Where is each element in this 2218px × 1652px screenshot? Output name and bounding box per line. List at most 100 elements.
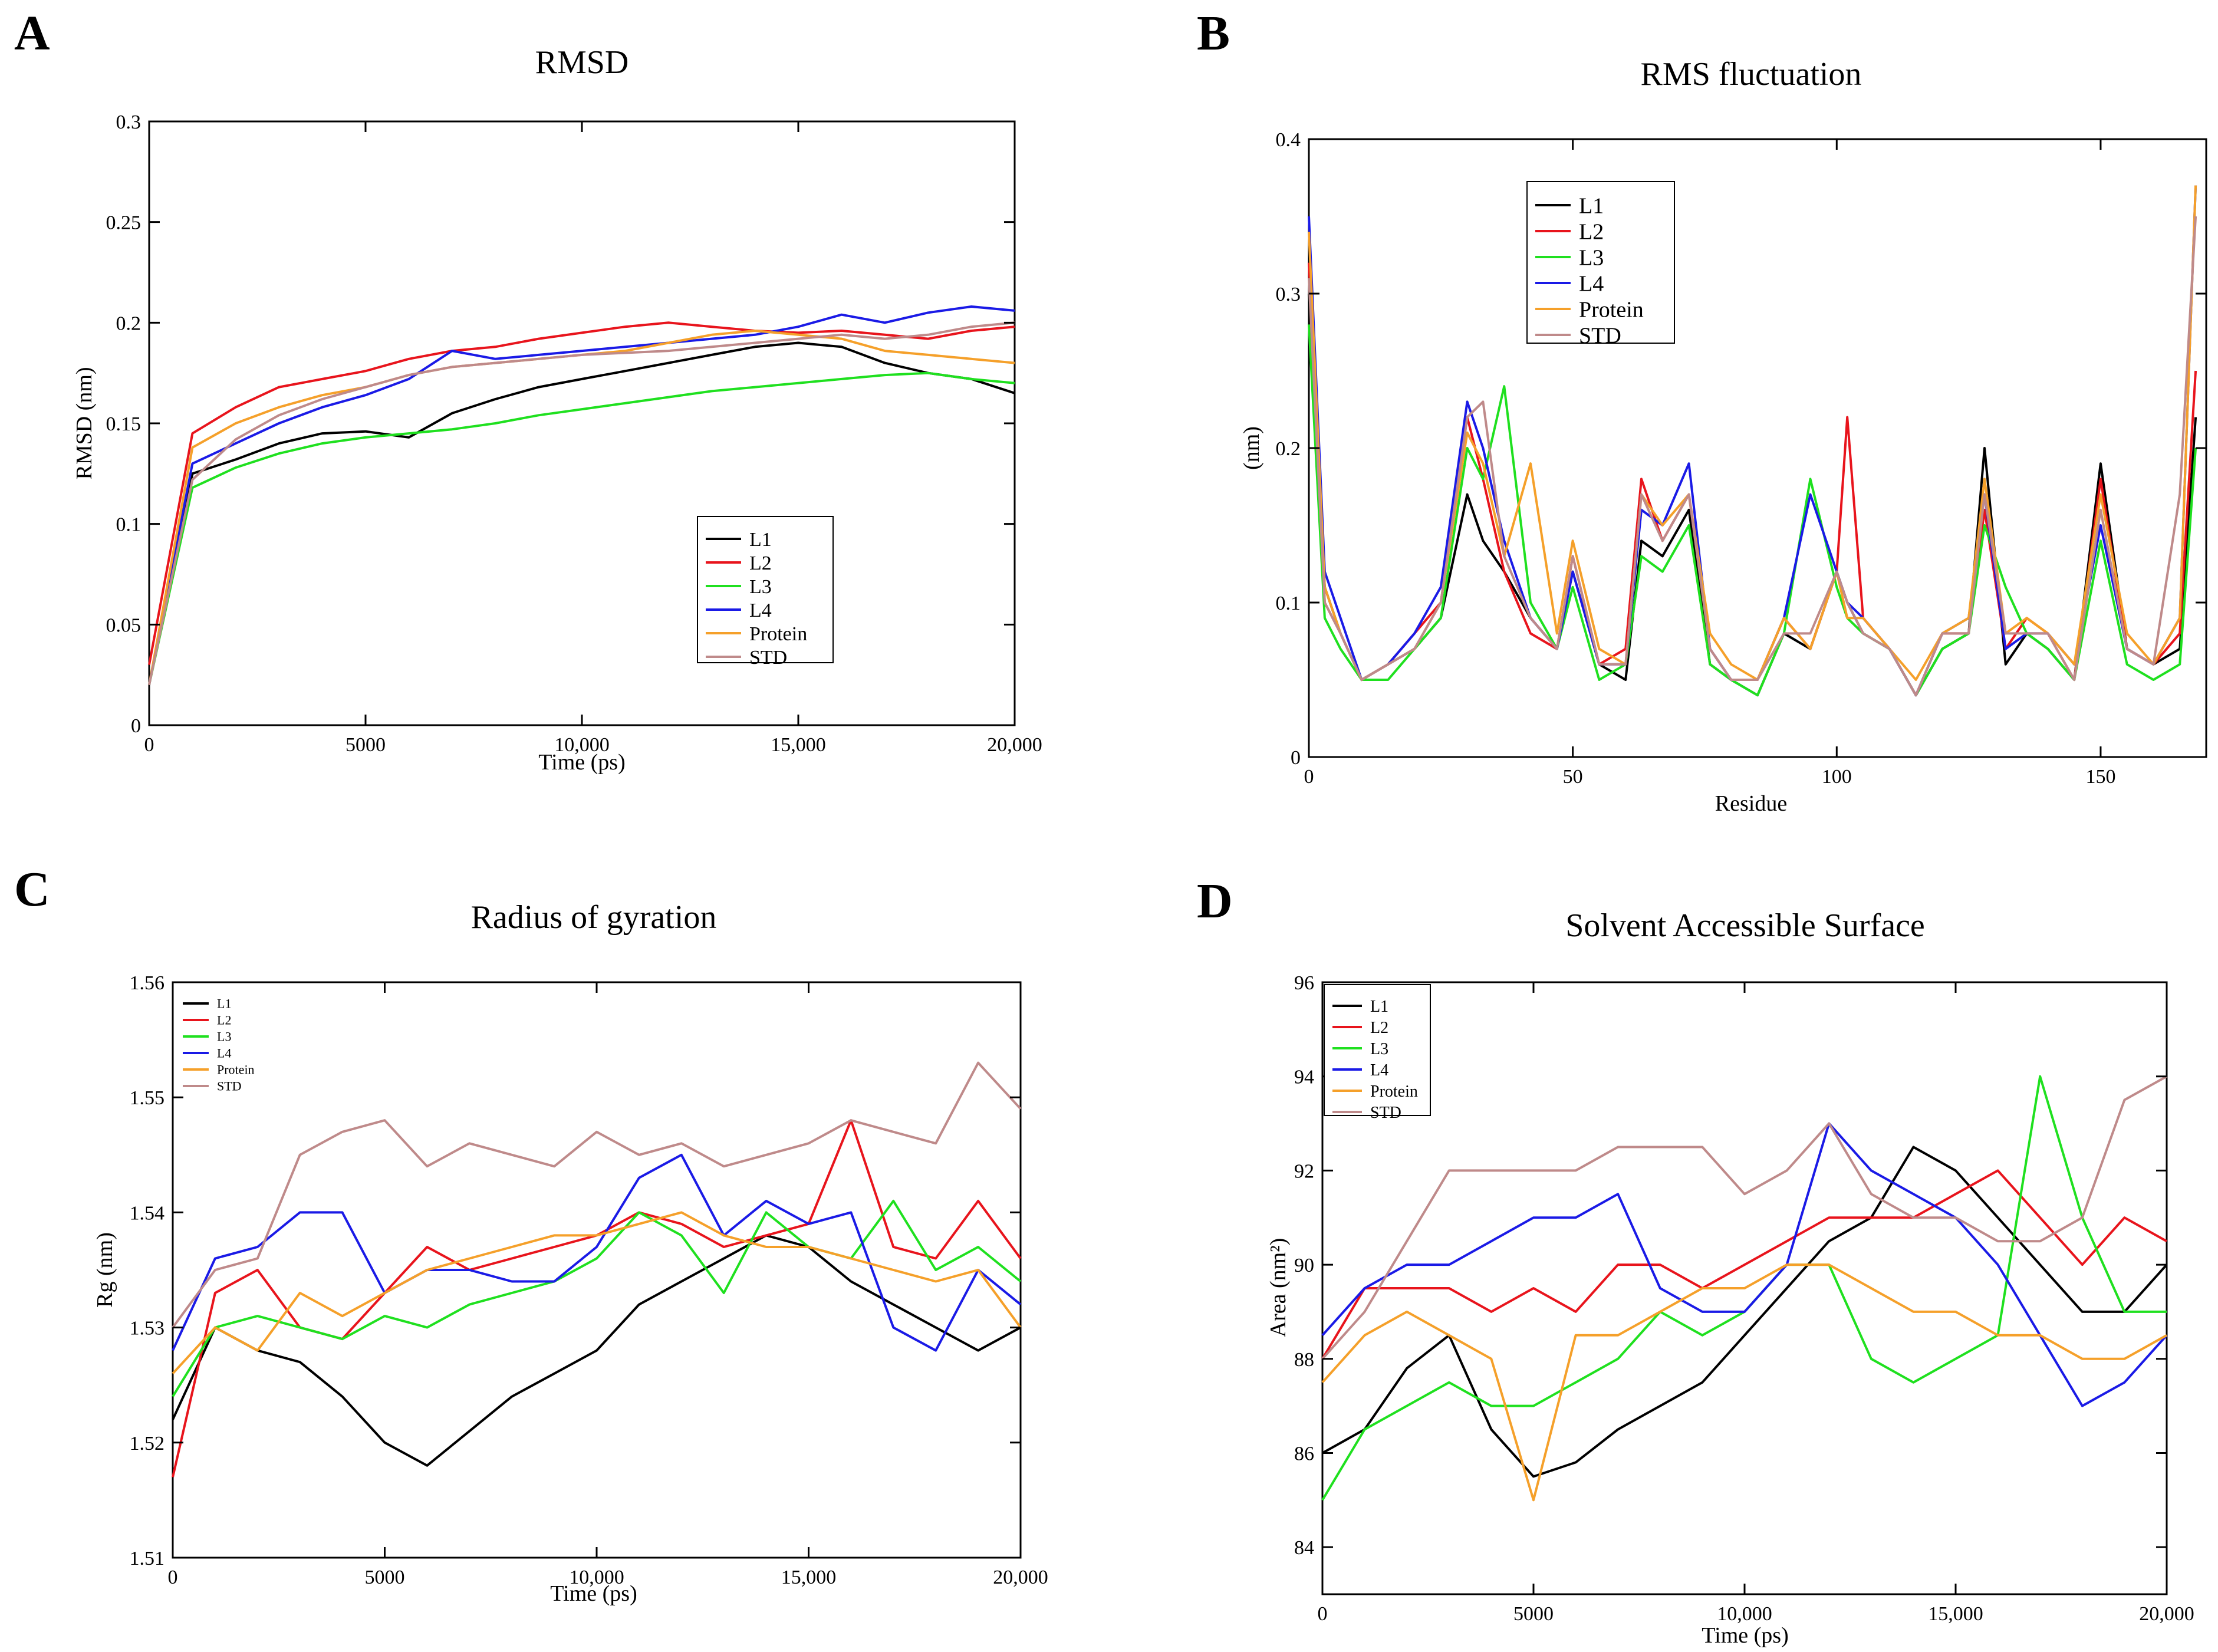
legend-label-l2: L2 bbox=[1370, 1019, 1388, 1037]
y-tick-label: 1.52 bbox=[130, 1433, 165, 1454]
legend-label-l3: L3 bbox=[749, 576, 772, 598]
series-line-l4 bbox=[1308, 185, 2197, 697]
x-axis-label-b: Residue bbox=[1715, 791, 1787, 816]
legend-entries-d: L1 L2 L3 L4 Protein STD bbox=[1332, 998, 1418, 1122]
series-lines-a bbox=[148, 305, 1015, 686]
plot-frame-b bbox=[1308, 138, 2207, 758]
y-tick-label: 0.2 bbox=[1276, 438, 1301, 460]
series-line-l1 bbox=[172, 1234, 1021, 1467]
panel-d: D Solvent Accessible Surface 84 86 88 90 92 9… bbox=[1197, 874, 2194, 1648]
legend-frame-b bbox=[1526, 181, 1675, 344]
y-tick-label: 88 bbox=[1294, 1349, 1314, 1371]
legend-label-l1: L1 bbox=[1370, 998, 1388, 1016]
series-line-protein bbox=[172, 1211, 1022, 1375]
x-tick-label: 10,000 bbox=[1717, 1603, 1772, 1625]
x-tick-label: 10,000 bbox=[554, 734, 610, 756]
series-line-std bbox=[148, 321, 1015, 686]
panel-letter-a: A bbox=[14, 6, 50, 61]
series-line-l1 bbox=[148, 341, 1015, 686]
y-tick-label: 0.2 bbox=[116, 312, 141, 334]
y-axis-label-a: RMSD (nm) bbox=[72, 367, 97, 479]
x-tick-label: 10,000 bbox=[569, 1567, 624, 1588]
y-tick-label: 0 bbox=[131, 715, 141, 737]
y-tick-label: 92 bbox=[1294, 1160, 1314, 1182]
legend-label-l1: L1 bbox=[217, 996, 231, 1011]
legend-label-l4: L4 bbox=[1370, 1061, 1388, 1080]
legend-label-l4: L4 bbox=[217, 1046, 231, 1061]
x-axis-label-a: Time (ps) bbox=[538, 750, 625, 775]
panel-letter-b: B bbox=[1197, 6, 1230, 61]
y-axis-ticks-a: 0 0.05 0.1 0.15 0.2 0.25 0.3 bbox=[106, 111, 1015, 737]
x-tick-label: 50 bbox=[1563, 766, 1583, 788]
y-tick-label: 0.15 bbox=[106, 413, 141, 435]
y-tick-label: 0.25 bbox=[106, 212, 141, 234]
y-tick-label: 1.56 bbox=[130, 972, 165, 994]
x-tick-label: 0 bbox=[168, 1567, 178, 1588]
x-axis-ticks-c: 0 5000 10,000 15,000 20,000 bbox=[168, 982, 1048, 1588]
chart-title-c: Radius of gyration bbox=[471, 899, 717, 936]
y-axis-ticks-b: 0 0.1 0.2 0.3 0.4 bbox=[1276, 129, 2206, 769]
x-tick-label: 20,000 bbox=[993, 1567, 1048, 1588]
x-tick-label: 15,000 bbox=[781, 1567, 837, 1588]
legend-label-l2: L2 bbox=[749, 552, 772, 574]
legend-label-l1: L1 bbox=[749, 529, 772, 551]
x-tick-label: 5000 bbox=[1513, 1603, 1554, 1625]
series-line-std bbox=[1308, 216, 2197, 697]
x-tick-label: 0 bbox=[144, 734, 154, 756]
legend-label-l4: L4 bbox=[1579, 271, 1604, 296]
y-axis-label-b: (nm) bbox=[1239, 426, 1264, 470]
y-tick-label: 0.4 bbox=[1276, 129, 1301, 151]
y-axis-ticks-d: 84 86 88 90 92 94 96 bbox=[1294, 972, 2167, 1559]
series-line-l2 bbox=[172, 1119, 1022, 1477]
y-axis-label-c: Rg (nm) bbox=[93, 1232, 117, 1308]
x-tick-label: 0 bbox=[1304, 766, 1314, 788]
series-line-l3 bbox=[1308, 324, 2197, 697]
x-tick-label: 5000 bbox=[365, 1567, 405, 1588]
legend-label-std: STD bbox=[1370, 1104, 1401, 1122]
legend-label-l3: L3 bbox=[1370, 1040, 1388, 1058]
legend-d: L1 L2 L3 L4 Protein STD bbox=[1324, 984, 1431, 1122]
x-tick-label: 100 bbox=[1822, 766, 1852, 788]
x-tick-label: 0 bbox=[1318, 1603, 1328, 1625]
x-tick-label: 15,000 bbox=[771, 734, 826, 756]
x-axis-ticks-b: 0 50 100 150 bbox=[1304, 139, 2115, 788]
series-line-l2 bbox=[148, 321, 1015, 665]
legend-label-std: STD bbox=[217, 1079, 242, 1094]
legend-label-std: STD bbox=[749, 647, 787, 669]
series-line-l3 bbox=[148, 371, 1015, 686]
series-line-protein bbox=[1321, 1263, 2167, 1502]
series-line-protein bbox=[148, 330, 1015, 686]
x-tick-label: 20,000 bbox=[2139, 1603, 2194, 1625]
series-line-l2 bbox=[1308, 262, 2197, 697]
series-line-l4 bbox=[172, 1153, 1022, 1352]
x-tick-label: 15,000 bbox=[1928, 1603, 1983, 1625]
legend-label-l2: L2 bbox=[217, 1013, 231, 1028]
y-tick-label: 1.55 bbox=[130, 1087, 165, 1109]
x-tick-label: 5000 bbox=[345, 734, 386, 756]
series-line-l2 bbox=[1321, 1169, 2167, 1360]
legend-label-l3: L3 bbox=[217, 1029, 231, 1044]
series-line-std bbox=[172, 1061, 1022, 1328]
y-tick-label: 0.3 bbox=[1276, 284, 1301, 305]
series-line-l1 bbox=[1322, 1146, 2168, 1478]
y-tick-label: 1.54 bbox=[130, 1202, 165, 1224]
legend-label-l4: L4 bbox=[749, 600, 772, 621]
y-tick-label: 0.3 bbox=[116, 111, 141, 133]
legend-label-l3: L3 bbox=[1579, 245, 1604, 270]
series-line-l4 bbox=[148, 305, 1015, 686]
y-tick-label: 84 bbox=[1294, 1537, 1314, 1559]
legend-label-protein: Protein bbox=[217, 1062, 255, 1077]
x-tick-label: 150 bbox=[2085, 766, 2115, 788]
series-lines-d bbox=[1321, 1075, 2168, 1502]
y-tick-label: 1.53 bbox=[130, 1318, 165, 1340]
y-tick-label: 1.51 bbox=[130, 1548, 165, 1569]
series-lines-b bbox=[1308, 185, 2197, 697]
panel-letter-c: C bbox=[14, 862, 50, 917]
y-tick-label: 86 bbox=[1294, 1443, 1314, 1465]
